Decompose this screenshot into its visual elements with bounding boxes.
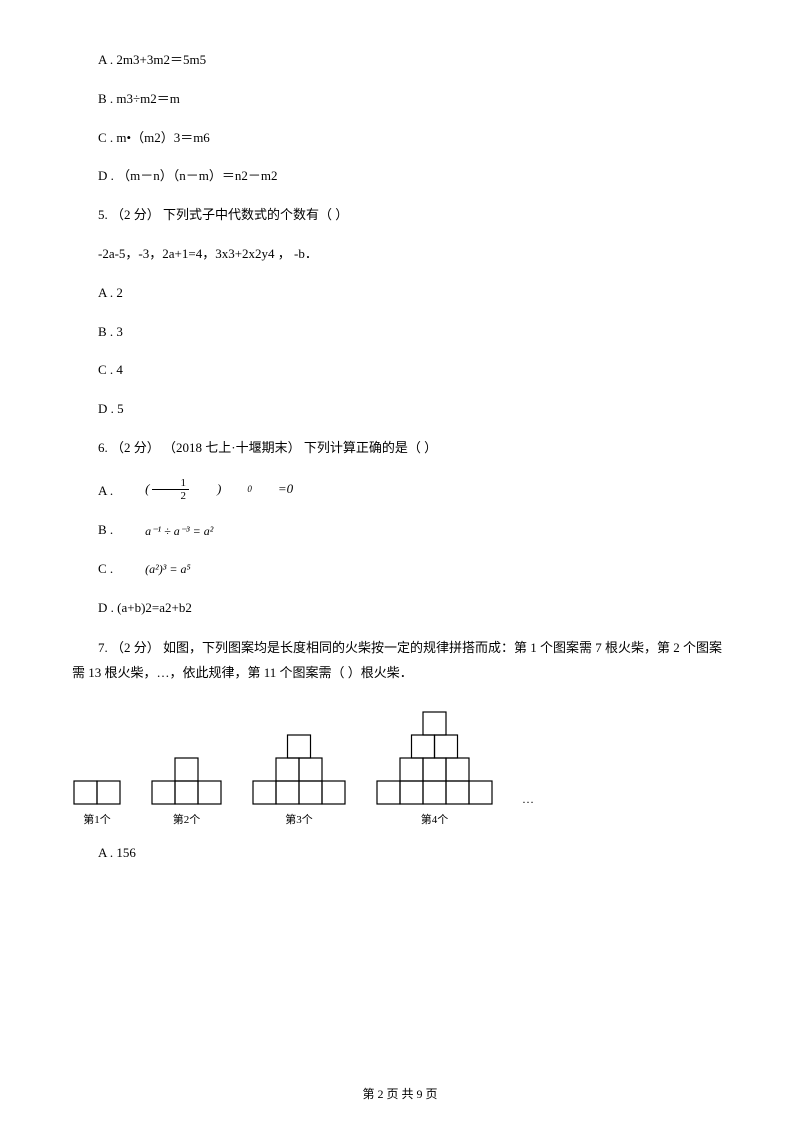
q5-stem: 5. （2 分） 下列式子中代数式的个数有（ ）	[72, 205, 728, 226]
q6-stem: 6. （2 分） （2018 七上·十堰期末） 下列计算正确的是（ ）	[72, 438, 728, 459]
q6-option-d: D . (a+b)2=a2+b2	[72, 598, 728, 619]
q7-option-a: A . 156	[72, 843, 728, 864]
q5-option-b: B . 3	[72, 322, 728, 343]
pattern-1-svg	[72, 779, 122, 806]
q5-option-d: D . 5	[72, 399, 728, 420]
q5-option-a: A . 2	[72, 283, 728, 304]
q4-option-d: D . （m－n）（n－m）＝n2－m2	[72, 166, 728, 187]
q6-option-a-letter: A .	[98, 481, 113, 502]
pattern-ellipsis: …	[522, 790, 534, 829]
q6-option-c-formula: (a²)³ = a⁵	[119, 560, 190, 579]
page-footer: 第 2 页 共 9 页	[0, 1085, 800, 1104]
pattern-1-label: 第1个	[83, 812, 111, 830]
q4-option-a: A . 2m3+3m2＝5m5	[72, 50, 728, 71]
q6-option-b-formula: a⁻¹ ÷ a⁻³ = a²	[119, 522, 213, 541]
pattern-2: 第2个	[150, 756, 223, 830]
q6-option-b-letter: B .	[98, 520, 113, 541]
pattern-3-label: 第3个	[285, 812, 313, 830]
pattern-3-svg	[251, 733, 347, 806]
q6-option-c: C . (a²)³ = a⁵	[72, 559, 728, 580]
q6-option-a: A . ( 1 2 )0=0	[72, 477, 728, 502]
q5-option-c: C . 4	[72, 360, 728, 381]
pattern-4: 第4个	[375, 710, 494, 830]
q4-option-c: C . m•（m2）3＝m6	[72, 128, 728, 149]
pattern-2-svg	[150, 756, 223, 806]
q6-option-a-formula: ( 1 2 )0=0	[119, 477, 293, 502]
pattern-4-label: 第4个	[421, 812, 449, 830]
q6-option-c-letter: C .	[98, 559, 113, 580]
pattern-2-label: 第2个	[173, 812, 201, 830]
pattern-1: 第1个	[72, 779, 122, 830]
q6-option-b: B . a⁻¹ ÷ a⁻³ = a²	[72, 520, 728, 541]
pattern-3: 第3个	[251, 733, 347, 830]
q5-expression: -2a-5，-3，2a+1=4，3x3+2x2y4 ， -b．	[72, 244, 728, 265]
q7-stem: 7. （2 分） 如图，下列图案均是长度相同的火柴按一定的规律拼搭而成：第 1 …	[72, 636, 728, 685]
q4-option-b: B . m3÷m2＝m	[72, 89, 728, 110]
pattern-4-svg	[375, 710, 494, 806]
q7-patterns: 第1个 第2个 第3个 第4个 …	[72, 710, 728, 830]
